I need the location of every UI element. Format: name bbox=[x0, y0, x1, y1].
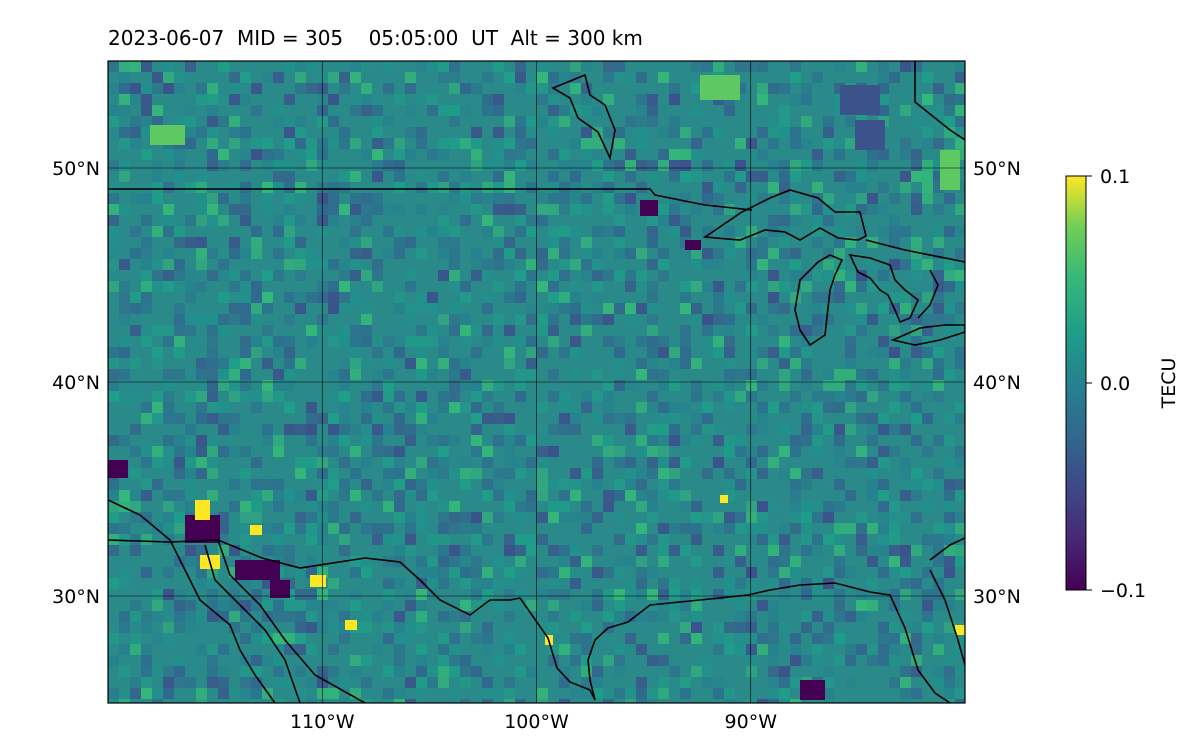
colorbar-tick-label: 0.1 bbox=[1100, 166, 1130, 188]
colorbar-label: TECU bbox=[1158, 358, 1180, 410]
hudson-bay-coast bbox=[551, 73, 616, 161]
colorbar-tick-label: −0.1 bbox=[1100, 580, 1146, 602]
latitude-tick-label-left: 50°N bbox=[52, 158, 100, 180]
latitude-tick-label-left: 40°N bbox=[52, 372, 100, 394]
lake-superior bbox=[702, 189, 867, 241]
lake-michigan bbox=[794, 254, 844, 347]
colorbar-tick-label: 0.0 bbox=[1100, 373, 1130, 395]
map-frame bbox=[107, 60, 966, 704]
great-lakes-border bbox=[865, 239, 965, 263]
us-canada-border bbox=[108, 188, 753, 211]
baja-california bbox=[108, 499, 276, 703]
colorbar-gradient bbox=[1065, 175, 1087, 591]
michigan-east-shore bbox=[917, 269, 939, 319]
map-title: 2023-06-07 MID = 305 05:05:00 UT Alt = 3… bbox=[108, 26, 643, 50]
map-axis-ticks: 110°W 100°W 90°W 50°N 50°N 40°N 40°N 30°N 30°N bbox=[52, 158, 1021, 733]
colorbar-ticks: 0.1 0.0 −0.1 bbox=[1086, 166, 1146, 602]
latitude-tick-label-right: 40°N bbox=[973, 372, 1021, 394]
latitude-tick-label-right: 50°N bbox=[973, 158, 1021, 180]
map-plot-area[interactable] bbox=[108, 61, 966, 710]
longitude-tick-label: 110°W bbox=[290, 711, 355, 733]
gulf-coast bbox=[519, 582, 951, 703]
longitude-tick-label: 100°W bbox=[504, 711, 569, 733]
coastlines bbox=[108, 61, 965, 703]
mexico-pacific-coast bbox=[217, 539, 366, 703]
tec-anomaly-field bbox=[108, 61, 965, 703]
lake-erie-ontario bbox=[890, 324, 965, 346]
colorbar: 0.1 0.0 −0.1 TECU bbox=[1065, 166, 1180, 602]
canada-east-coast bbox=[914, 61, 965, 141]
latitude-tick-label-left: 30°N bbox=[52, 586, 100, 608]
florida-coast bbox=[929, 537, 965, 666]
gulf-of-california bbox=[204, 544, 301, 703]
longitude-tick-label: 90°W bbox=[725, 711, 778, 733]
latitude-tick-label-right: 30°N bbox=[973, 586, 1021, 608]
lake-huron bbox=[848, 253, 919, 324]
